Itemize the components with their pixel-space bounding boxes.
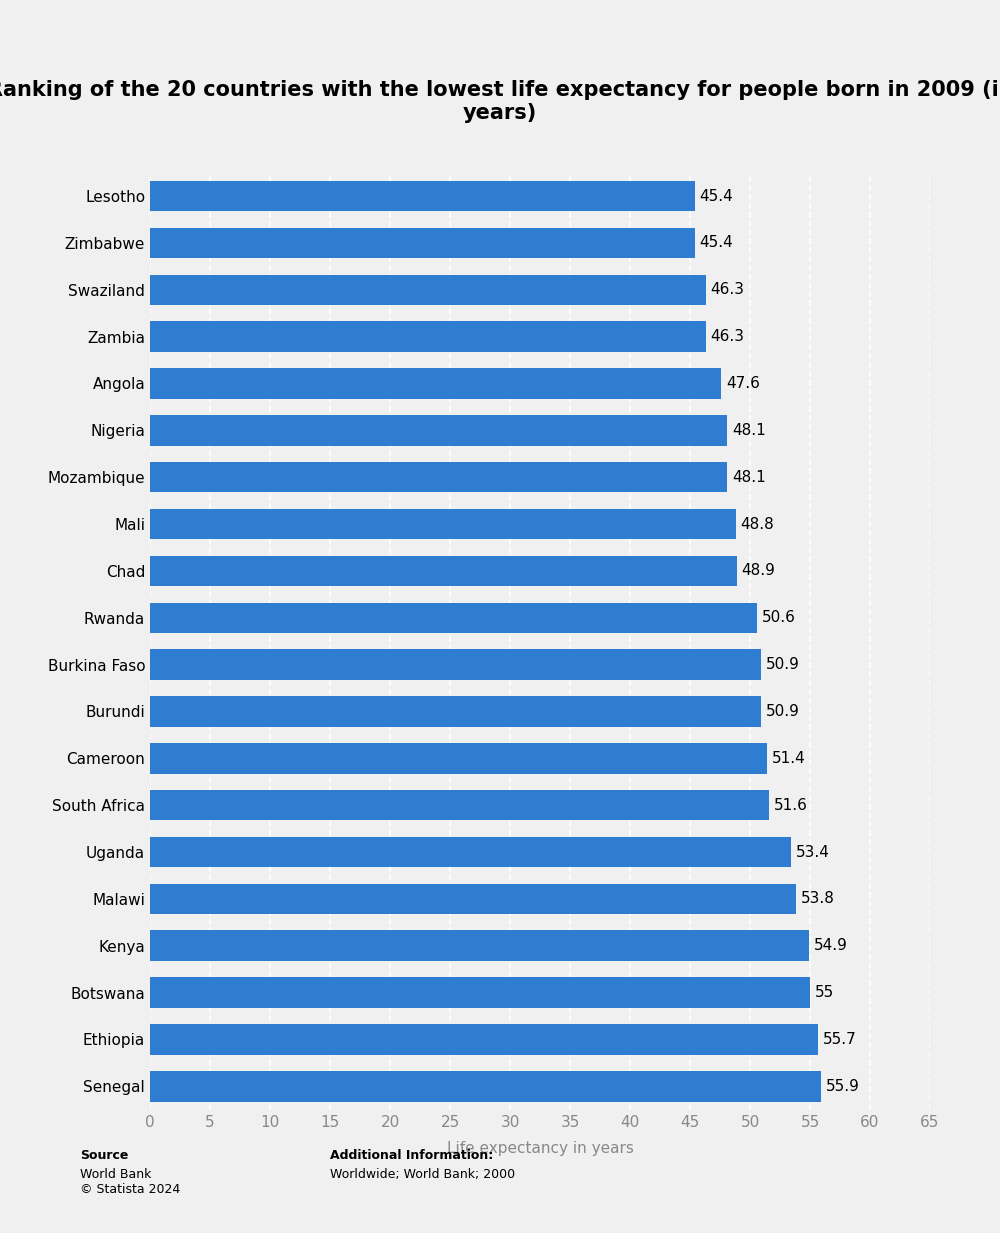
Bar <box>150 884 796 914</box>
Text: 50.9: 50.9 <box>766 704 799 719</box>
Text: 50.9: 50.9 <box>766 657 799 672</box>
Text: 55.7: 55.7 <box>823 1032 857 1047</box>
Bar <box>150 275 706 305</box>
Bar <box>150 743 767 773</box>
Bar <box>150 603 757 633</box>
Text: 45.4: 45.4 <box>700 236 733 250</box>
Text: World Bank
© Statista 2024: World Bank © Statista 2024 <box>80 1168 180 1196</box>
Text: 46.3: 46.3 <box>710 329 744 344</box>
Text: 53.8: 53.8 <box>800 891 834 906</box>
Text: 47.6: 47.6 <box>726 376 760 391</box>
Bar <box>150 650 761 679</box>
Text: 48.9: 48.9 <box>742 563 775 578</box>
Text: 48.1: 48.1 <box>732 423 766 438</box>
Text: Additional Information:: Additional Information: <box>330 1149 493 1163</box>
Text: 48.8: 48.8 <box>740 517 774 531</box>
Text: Source: Source <box>80 1149 128 1163</box>
Text: 48.1: 48.1 <box>732 470 766 485</box>
Text: 53.4: 53.4 <box>796 845 829 859</box>
Bar <box>150 181 695 211</box>
Bar <box>150 556 737 586</box>
Bar <box>150 1025 818 1054</box>
Text: 55.9: 55.9 <box>826 1079 859 1094</box>
Text: 46.3: 46.3 <box>710 282 744 297</box>
Text: 51.4: 51.4 <box>772 751 805 766</box>
Text: 50.6: 50.6 <box>762 610 796 625</box>
Text: 45.4: 45.4 <box>700 189 733 203</box>
Bar <box>150 697 761 726</box>
X-axis label: Life expectancy in years: Life expectancy in years <box>447 1141 633 1155</box>
Bar <box>150 931 809 961</box>
Bar <box>150 1071 821 1101</box>
Bar <box>150 416 727 445</box>
Text: Worldwide; World Bank; 2000: Worldwide; World Bank; 2000 <box>330 1168 515 1181</box>
Text: 55: 55 <box>815 985 834 1000</box>
Bar <box>150 462 727 492</box>
Text: Ranking of the 20 countries with the lowest life expectancy for people born in 2: Ranking of the 20 countries with the low… <box>0 80 1000 123</box>
Bar <box>150 369 721 398</box>
Bar <box>150 978 810 1007</box>
Bar <box>150 322 706 351</box>
Text: 51.6: 51.6 <box>774 798 808 813</box>
Bar <box>150 228 695 258</box>
Text: 54.9: 54.9 <box>814 938 847 953</box>
Bar <box>150 790 769 820</box>
Bar <box>150 837 791 867</box>
Bar <box>150 509 736 539</box>
